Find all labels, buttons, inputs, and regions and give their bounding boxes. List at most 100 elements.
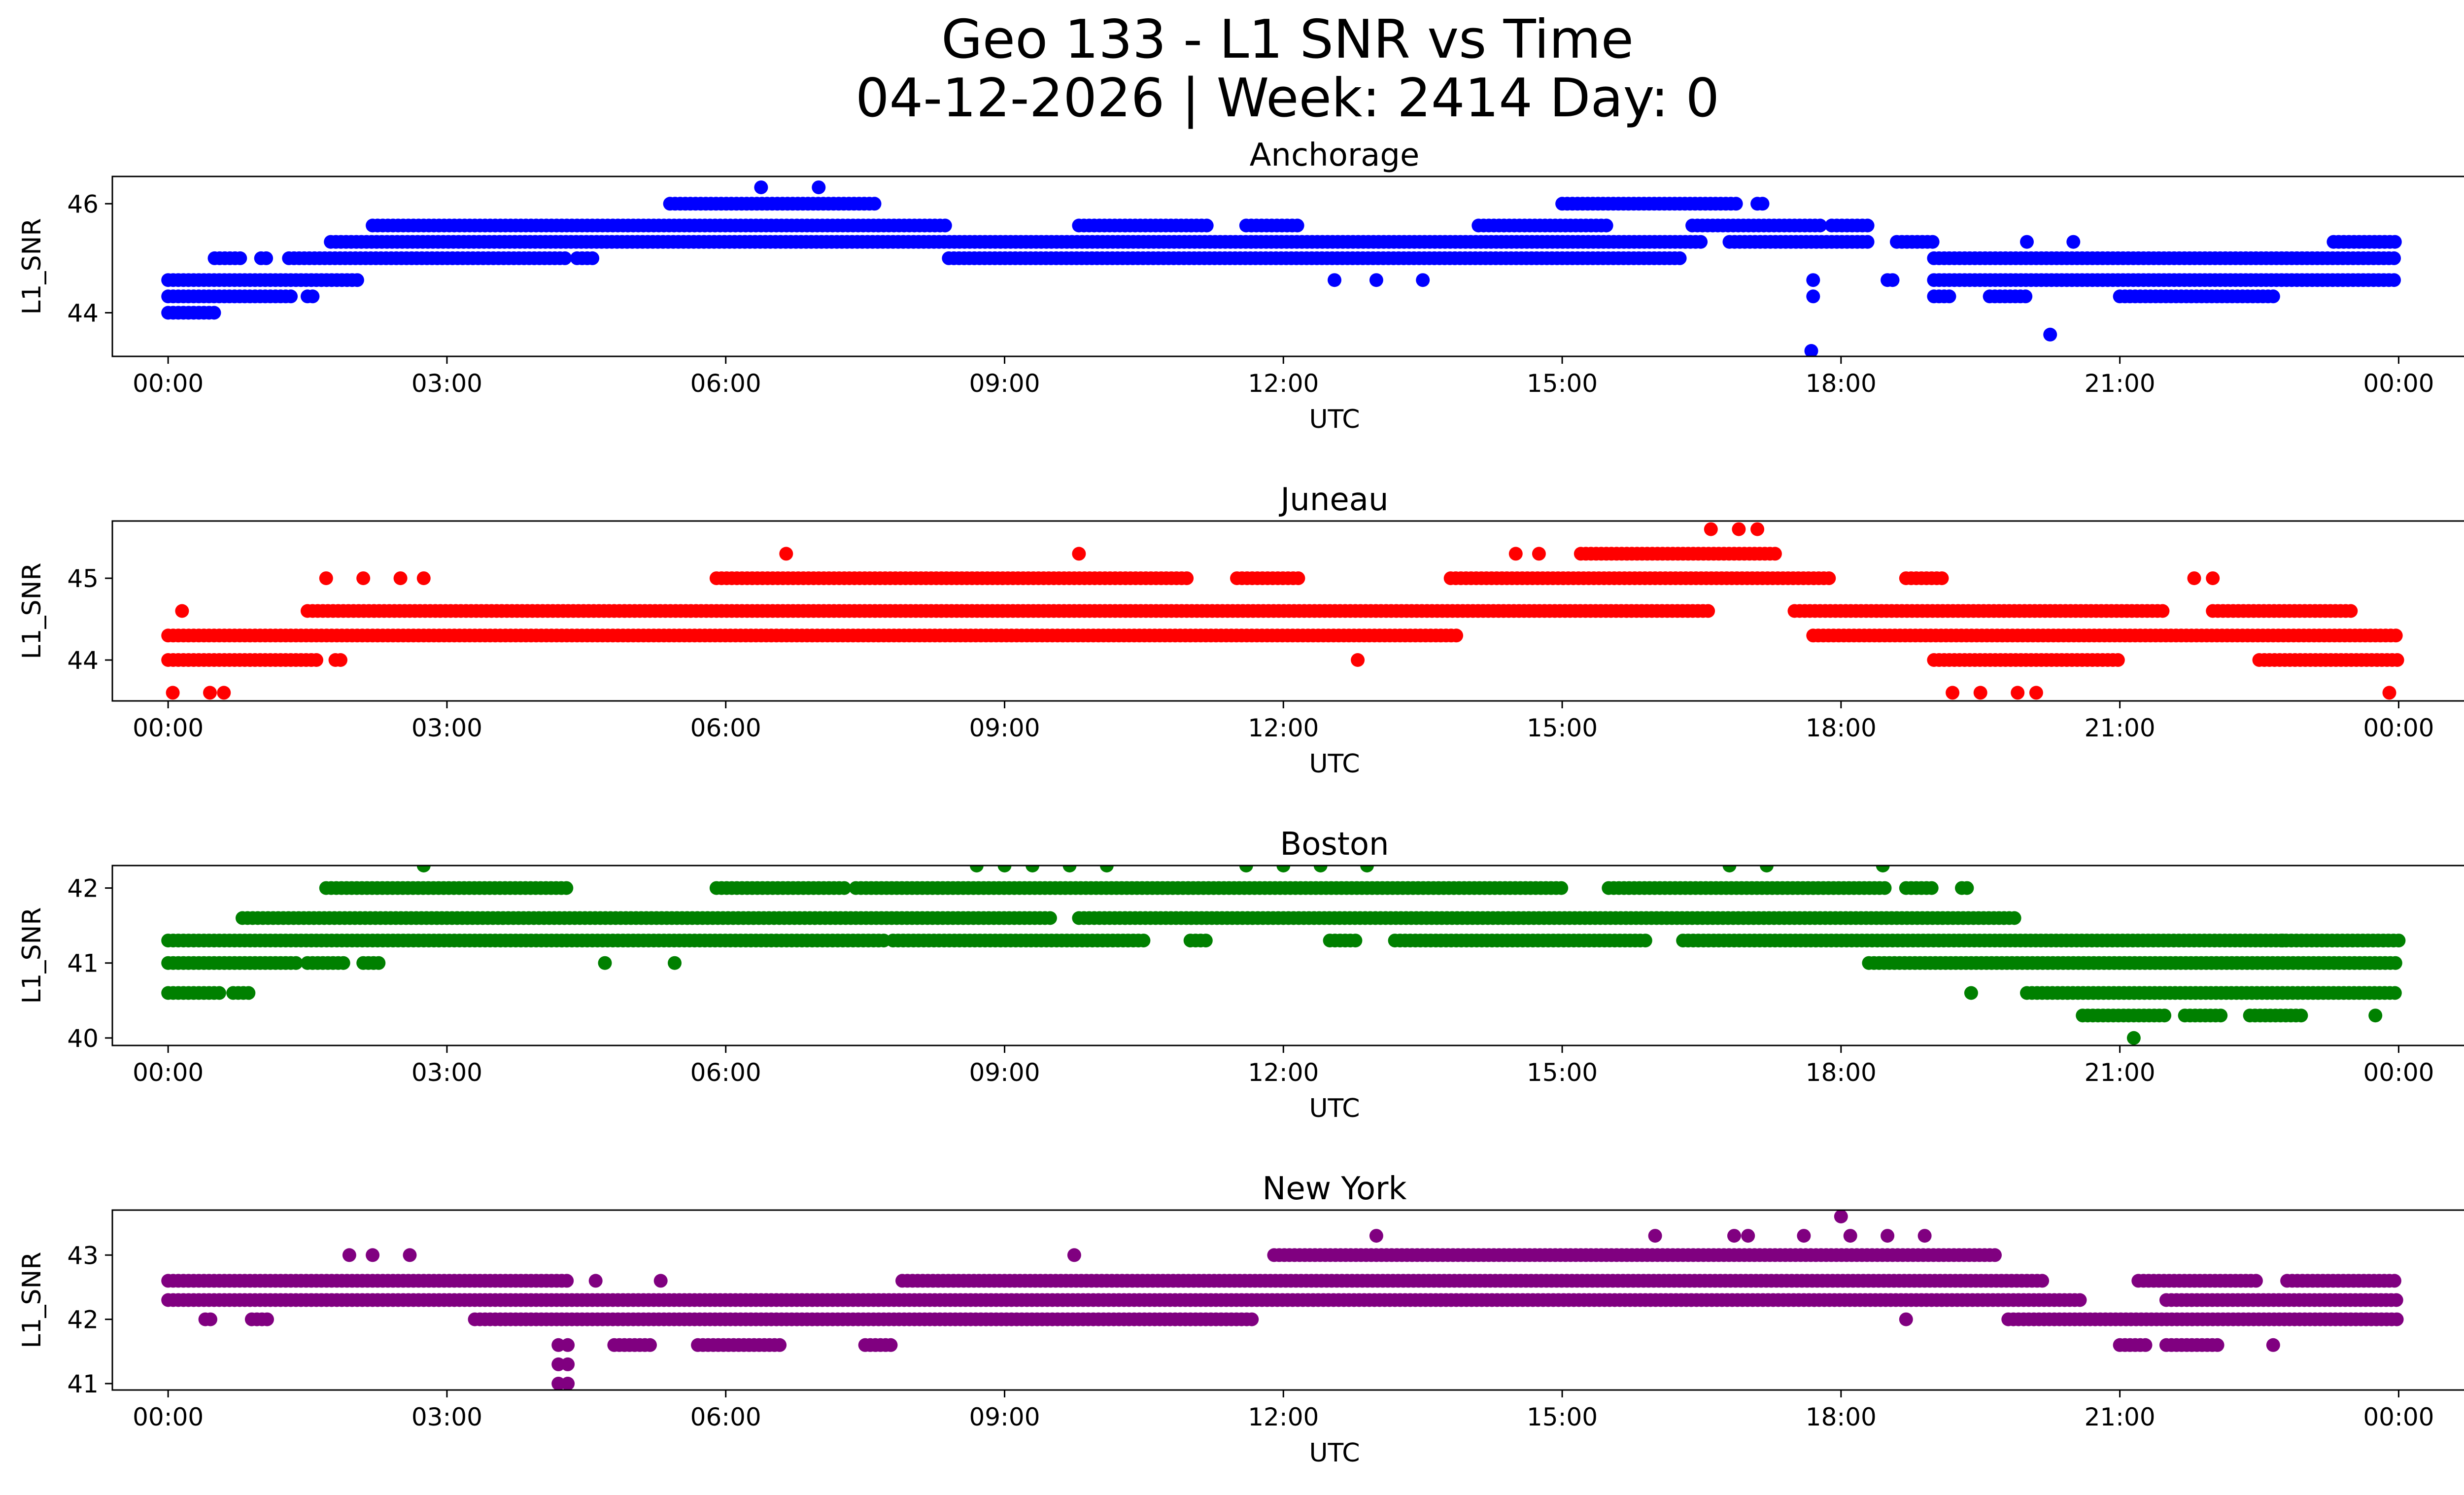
x-tick-label: 15:00 [1527,1058,1598,1087]
data-point [1554,881,1569,895]
data-point [1369,273,1383,287]
data-point [1917,1229,1932,1243]
x-tick-label: 18:00 [1806,1403,1877,1431]
data-point [1988,1248,2002,1262]
data-point [306,289,320,304]
x-tick-label: 15:00 [1527,1403,1598,1431]
y-tick-label: 43 [67,1241,99,1270]
panel-title: Anchorage [1250,137,1420,174]
y-tick-label: 41 [67,1370,99,1398]
data-point [1768,547,1782,561]
x-tick-label: 12:00 [1248,1403,1319,1431]
data-point [1822,571,1836,586]
data-point [356,571,371,586]
axes-frame [111,520,2464,702]
data-point [2043,327,2057,342]
data-point [2007,911,2021,925]
x-tick-label: 00:00 [133,1058,204,1087]
scatter-series [161,522,2404,700]
data-point [1072,547,1086,561]
x-tick-label: 18:00 [1806,714,1877,742]
x-tick-label: 00:00 [133,714,204,742]
data-point [1973,686,1987,700]
data-point [1732,522,1746,536]
data-point [1860,235,1875,249]
data-point [2266,289,2280,304]
data-point [867,197,882,211]
data-point [2156,604,2170,618]
data-point [1313,866,1328,872]
data-point [1925,235,1940,249]
data-point [643,1338,657,1352]
x-tick-label: 12:00 [1248,714,1319,742]
data-point [1328,273,1341,287]
y-tick-label: 42 [67,1306,99,1334]
data-point [1813,218,1827,233]
data-point [2389,1293,2403,1307]
x-axis-label: UTC [1309,405,1360,434]
data-point [1180,571,1194,586]
x-tick-label: 18:00 [1806,1058,1877,1087]
data-point [1136,934,1151,948]
data-point [2073,1293,2087,1307]
data-point [1885,273,1900,287]
data-point [1834,1210,1848,1223]
x-tick-label: 06:00 [690,369,761,398]
data-point [1729,197,1743,211]
y-tick-label: 40 [67,1024,99,1053]
y-axis-label: L1_SNR [17,562,47,659]
data-point [1881,1229,1895,1243]
data-point [1239,866,1253,872]
data-point [1291,571,1305,586]
data-point [2249,1274,2263,1288]
data-point [1532,547,1546,561]
data-point [561,1377,575,1390]
data-point [2111,653,2125,667]
data-point [1876,866,1890,872]
data-point [217,686,231,700]
data-point [342,1248,356,1262]
data-point [334,653,347,667]
y-tick-label: 45 [67,564,99,593]
data-point [561,1338,575,1352]
x-tick-label: 00:00 [133,1403,204,1431]
x-tick-label: 00:00 [2363,1058,2434,1087]
x-tick-label: 18:00 [1806,369,1877,398]
data-point [1245,1312,1259,1326]
data-point [2368,1008,2383,1023]
data-point [812,180,826,195]
data-point [938,218,952,233]
data-point [1276,866,1291,872]
data-point [2387,273,2401,287]
data-point [207,306,221,320]
data-point [166,686,180,700]
data-point [1198,934,1213,948]
data-point [260,1312,274,1326]
data-point [2035,1274,2050,1288]
data-point [1290,218,1304,233]
data-point [1638,934,1652,948]
data-point [2390,653,2404,667]
data-point [241,986,256,1000]
data-point [1797,1229,1811,1243]
data-point [668,956,682,970]
data-point [2387,1274,2401,1288]
data-point [588,1274,603,1288]
data-point [309,653,323,667]
x-tick-label: 06:00 [690,1403,761,1431]
data-point [779,547,793,561]
x-tick-label: 00:00 [133,369,204,398]
data-point [1741,1229,1755,1243]
data-point [997,866,1012,872]
y-tick-label: 41 [67,949,99,978]
data-point [1360,866,1374,872]
data-point [233,251,247,265]
data-point [393,571,408,586]
data-point [1648,1229,1662,1243]
data-point [1673,251,1687,265]
data-point [1899,1312,1913,1326]
data-point [204,1312,217,1326]
